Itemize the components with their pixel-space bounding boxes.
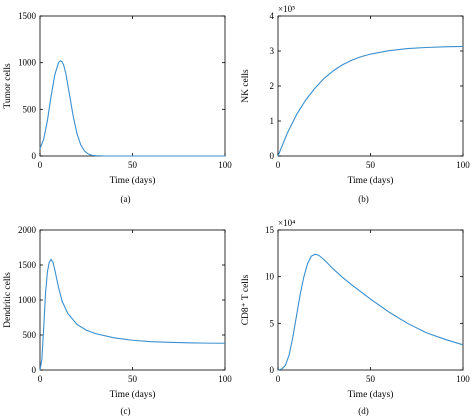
- y-tick-label: 500: [23, 104, 37, 114]
- y-multiplier-label: ×10⁴: [278, 218, 295, 228]
- y-axis-label: Dendritic cells: [3, 272, 13, 328]
- panel-caption: (b): [358, 194, 369, 204]
- plot-frame: [39, 229, 226, 371]
- series-line: [39, 258, 226, 371]
- y-tick-label: 3: [270, 46, 275, 56]
- panel-b-nk-cells: 0 50 100 0 1 2 3 4×10⁵ Time (days) NK cells (b): [241, 4, 470, 204]
- series-line: [277, 253, 464, 371]
- x-tick-label: 50: [366, 374, 376, 384]
- x-axis-label: Time (days): [110, 175, 156, 186]
- y-tick-label: 0: [32, 151, 37, 161]
- y-axis-label: NK cells: [241, 69, 251, 103]
- y-tick-label: 500: [23, 330, 37, 340]
- series-line: [277, 45, 464, 157]
- y-tick-label: 10: [265, 272, 275, 282]
- x-tick-label: 100: [218, 374, 232, 384]
- y-tick-label: 15: [265, 225, 275, 235]
- x-tick-label: 50: [128, 160, 138, 170]
- x-tick-label: 100: [218, 160, 232, 170]
- y-multiplier-label: ×10⁵: [278, 4, 295, 14]
- x-tick-label: 0: [276, 160, 281, 170]
- panel-d-cd8-t-cells: 0 50 100 0 5 10 15×10⁴ Time (days) CD8⁺ T cells (…: [241, 218, 470, 416]
- y-tick-label: 0: [32, 365, 37, 375]
- y-tick-label: 2000: [18, 225, 37, 235]
- series-line: [39, 60, 225, 157]
- y-tick-label: 0: [270, 365, 275, 375]
- y-axis-label: CD8⁺ T cells: [241, 274, 251, 325]
- x-tick-label: 50: [128, 374, 138, 384]
- y-tick-label: 1000: [18, 295, 37, 305]
- x-axis-label: Time (days): [348, 389, 394, 400]
- x-axis-label: Time (days): [348, 175, 394, 186]
- y-tick-label: 1: [270, 116, 275, 126]
- y-tick-label: 2: [270, 81, 275, 91]
- plot-frame: [277, 229, 464, 371]
- y-tick-label: 0: [270, 151, 275, 161]
- y-tick-label: 4: [270, 11, 275, 21]
- x-tick-label: 50: [366, 160, 376, 170]
- x-tick-label: 0: [38, 374, 43, 384]
- x-tick-label: 0: [276, 374, 281, 384]
- panel-caption: (a): [121, 194, 131, 204]
- y-tick-label: 1500: [18, 11, 37, 21]
- x-tick-label: 100: [456, 374, 470, 384]
- y-tick-label: 1500: [18, 260, 37, 270]
- x-tick-label: 0: [38, 160, 43, 170]
- y-tick-label: 5: [270, 318, 275, 328]
- y-axis-label: Tumor cells: [3, 63, 13, 109]
- panel-caption: (c): [121, 406, 131, 416]
- plot-frame: [277, 15, 464, 157]
- x-tick-label: 100: [456, 160, 470, 170]
- y-tick-label: 1000: [18, 58, 37, 68]
- x-axis-label: Time (days): [110, 389, 156, 400]
- panel-caption: (d): [358, 406, 369, 416]
